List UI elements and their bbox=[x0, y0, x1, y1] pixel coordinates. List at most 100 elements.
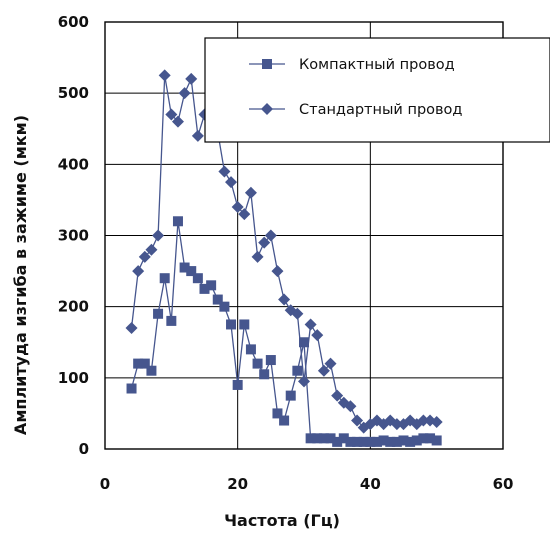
data-point-square bbox=[358, 436, 369, 447]
data-point-square bbox=[332, 436, 343, 447]
data-point-square bbox=[232, 379, 243, 390]
data-point-square bbox=[212, 294, 223, 305]
data-point-square bbox=[285, 390, 296, 401]
data-point-square bbox=[385, 436, 396, 447]
data-point-square bbox=[133, 358, 144, 369]
data-point-diamond bbox=[304, 318, 317, 331]
data-point-square bbox=[245, 344, 256, 355]
y-tick-label: 300 bbox=[58, 227, 89, 245]
data-point-diamond bbox=[324, 357, 337, 370]
legend-entry-compact: Компактный провод bbox=[249, 57, 455, 73]
data-point-square bbox=[345, 436, 356, 447]
x-tick-label: 60 bbox=[493, 475, 514, 493]
data-point-square bbox=[186, 266, 197, 277]
data-point-square bbox=[425, 433, 436, 444]
data-point-diamond bbox=[165, 108, 178, 121]
data-point-square bbox=[371, 436, 382, 447]
data-point-square bbox=[172, 216, 183, 227]
y-tick-label: 400 bbox=[58, 155, 89, 173]
data-point-square bbox=[159, 273, 170, 284]
data-point-diamond bbox=[218, 165, 231, 178]
legend-box bbox=[204, 37, 550, 143]
data-point-diamond bbox=[152, 229, 165, 242]
data-point-diamond bbox=[125, 322, 138, 335]
data-point-diamond bbox=[231, 201, 244, 214]
tick-labels: 0 100 200 300 400 500 600 0 20 40 60 bbox=[58, 13, 514, 493]
data-point-diamond bbox=[344, 400, 357, 413]
data-point-square bbox=[252, 358, 263, 369]
data-point-square bbox=[179, 262, 190, 273]
y-tick-label: 100 bbox=[58, 369, 89, 387]
data-point-diamond bbox=[264, 229, 277, 242]
data-point-diamond bbox=[158, 69, 171, 82]
data-point-square bbox=[146, 365, 157, 376]
legend-entry-standard: Стандартный провод bbox=[249, 102, 462, 118]
data-point-square bbox=[153, 308, 164, 319]
data-point-diamond bbox=[278, 293, 291, 306]
data-point-square bbox=[299, 337, 309, 348]
data-point-diamond bbox=[430, 415, 443, 428]
data-point-diamond bbox=[351, 414, 364, 427]
data-point-diamond bbox=[291, 307, 304, 320]
x-tick-label: 40 bbox=[360, 475, 381, 493]
data-point-square bbox=[126, 383, 137, 394]
data-point-square bbox=[378, 435, 389, 446]
data-point-diamond bbox=[331, 389, 344, 402]
legend-marker-diamond bbox=[261, 103, 273, 115]
data-point-square bbox=[259, 369, 270, 380]
y-tick-label: 200 bbox=[58, 298, 89, 316]
data-point-diamond bbox=[417, 414, 430, 427]
legend: Компактный провод Стандартный провод bbox=[204, 37, 550, 143]
x-axis-title: Частота (Гц) bbox=[224, 511, 340, 530]
data-point-square bbox=[226, 319, 237, 330]
plot-frame bbox=[104, 21, 504, 450]
legend-label-standard: Стандартный провод bbox=[299, 102, 462, 118]
data-point-square bbox=[199, 283, 210, 294]
data-point-square bbox=[219, 301, 230, 312]
data-point-square bbox=[398, 435, 409, 446]
data-point-square bbox=[265, 355, 276, 366]
data-point-diamond bbox=[191, 129, 204, 142]
data-point-square bbox=[305, 433, 316, 444]
x-tick-label: 20 bbox=[227, 475, 248, 493]
data-point-diamond bbox=[390, 418, 403, 431]
data-point-diamond bbox=[138, 250, 151, 263]
x-tick-label: 0 bbox=[100, 475, 110, 493]
data-point-diamond bbox=[258, 236, 271, 249]
data-point-square bbox=[166, 315, 177, 326]
data-point-diamond bbox=[185, 72, 198, 85]
data-point-diamond bbox=[311, 329, 324, 342]
data-point-square bbox=[206, 280, 217, 291]
data-point-diamond bbox=[238, 208, 251, 221]
data-point-diamond bbox=[178, 87, 191, 100]
y-tick-label: 0 bbox=[79, 440, 89, 458]
data-point-square bbox=[338, 433, 349, 444]
data-point-diamond bbox=[244, 186, 257, 199]
y-tick-label: 500 bbox=[58, 84, 89, 102]
data-point-square bbox=[365, 436, 376, 447]
data-point-diamond bbox=[298, 375, 310, 388]
data-point-square bbox=[292, 365, 303, 376]
series-compact bbox=[126, 216, 442, 447]
data-point-diamond bbox=[317, 364, 330, 377]
data-point-square bbox=[318, 433, 329, 444]
legend-label-compact: Компактный провод bbox=[299, 57, 455, 73]
series-line bbox=[130, 221, 437, 443]
data-point-square bbox=[418, 433, 429, 444]
legend-marker-square bbox=[262, 59, 272, 69]
data-point-square bbox=[279, 415, 290, 426]
data-point-square bbox=[192, 273, 203, 284]
data-point-diamond bbox=[271, 265, 284, 278]
data-point-square bbox=[139, 358, 150, 369]
data-point-diamond bbox=[145, 243, 158, 256]
y-axis-title: Амплитуда изгиба в зажиме (мкм) bbox=[11, 115, 30, 435]
data-point-square bbox=[431, 435, 442, 446]
data-point-square bbox=[352, 436, 363, 447]
data-point-diamond bbox=[225, 176, 238, 189]
data-point-square bbox=[411, 435, 422, 446]
series-layer bbox=[125, 69, 443, 447]
data-point-square bbox=[312, 433, 323, 444]
data-point-square bbox=[325, 433, 336, 444]
y-tick-label: 600 bbox=[58, 13, 89, 31]
